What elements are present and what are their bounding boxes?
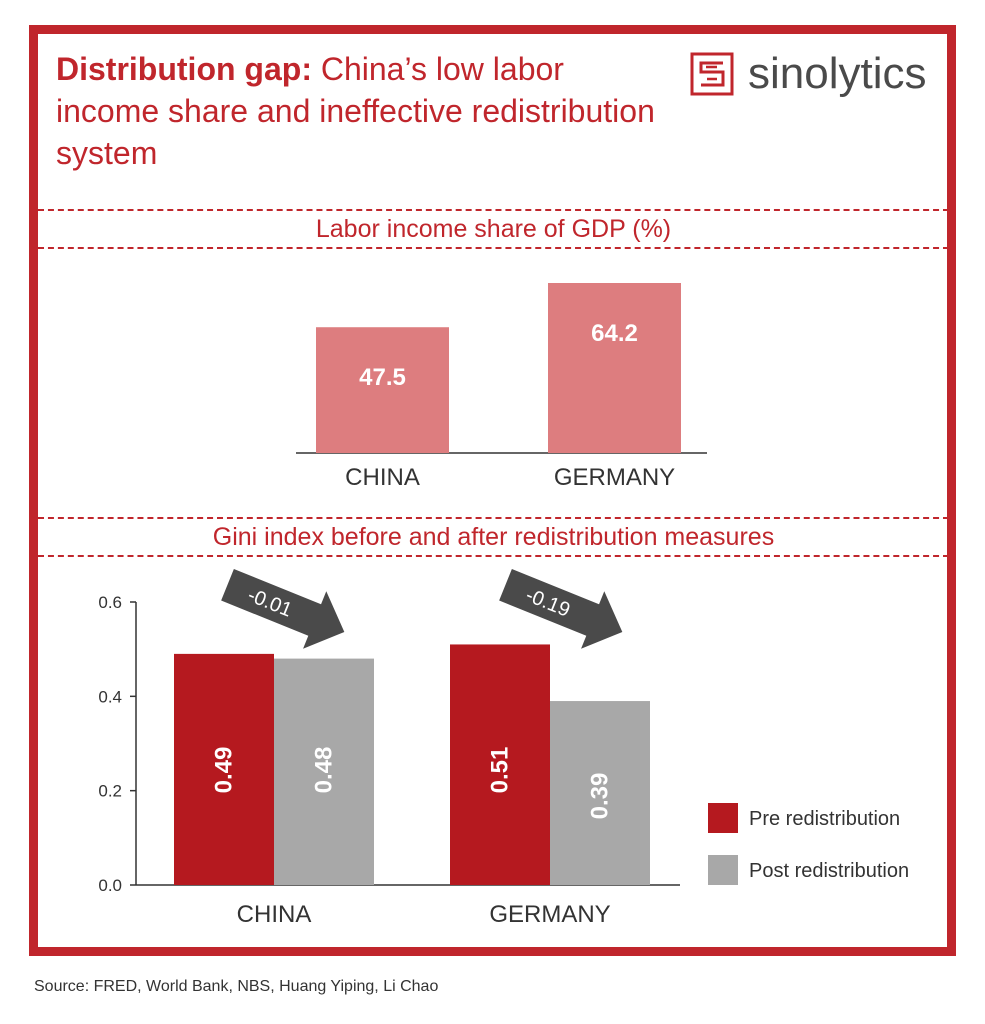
- category-label: CHINA: [345, 464, 420, 491]
- arrow-shape: [499, 569, 623, 649]
- bar: [316, 327, 449, 453]
- arrow-shape: [221, 569, 345, 649]
- data-label: 0.49: [211, 747, 238, 794]
- category-label: GERMANY: [489, 901, 610, 928]
- title-rest: China’s low labor income share and ineff…: [56, 51, 655, 171]
- bar-pre: [450, 644, 550, 885]
- data-label: 47.5: [359, 364, 406, 391]
- category-label: GERMANY: [554, 464, 675, 491]
- divider: [38, 247, 949, 249]
- divider: [38, 555, 949, 557]
- legend-label: Post redistribution: [749, 860, 909, 882]
- bar: [548, 283, 681, 453]
- chart2-title: Gini index before and after redistributi…: [212, 523, 775, 551]
- chart-frame: [29, 25, 956, 956]
- chart1-title: Labor income share of GDP (%): [315, 215, 672, 243]
- legend-label: Pre redistribution: [749, 808, 900, 830]
- data-label: 0.39: [587, 773, 614, 820]
- data-label: 0.51: [487, 747, 514, 794]
- gini-chart: 0.0 0.2 0.4 0.6 0.49 0.51 0.48 0.39 CHINA GERMANY…: [98, 569, 909, 928]
- data-label: 0.48: [311, 747, 338, 794]
- y-tick-label: 0.6: [98, 593, 122, 612]
- bar-post: [550, 701, 650, 885]
- legend-swatch: [708, 855, 738, 885]
- y-tick-label: 0.2: [98, 782, 122, 801]
- page-title: Distribution gap: China’s low labor inco…: [56, 48, 656, 174]
- divider: [38, 517, 949, 519]
- labor-share-chart: 47.5 CHINA 64.2 GERMANY: [296, 283, 707, 491]
- sinolytics-logo-icon: [690, 52, 734, 96]
- logo-text: sinolytics: [748, 49, 927, 98]
- divider: [38, 209, 949, 211]
- logo: sinolytics: [690, 50, 927, 98]
- source-note: Source: FRED, World Bank, NBS, Huang Yip…: [34, 978, 439, 995]
- data-label: 64.2: [591, 320, 638, 347]
- trend-arrow-icon: -0.19: [499, 569, 623, 649]
- y-tick-label: 0.0: [98, 876, 122, 895]
- y-tick-label: 0.4: [98, 687, 122, 706]
- category-label: CHINA: [237, 901, 312, 928]
- trend-arrow-icon: -0.01: [221, 569, 345, 649]
- bar-pre: [174, 653, 274, 885]
- title-bold: Distribution gap:: [56, 51, 312, 87]
- bar-post: [274, 658, 374, 885]
- legend-swatch: [708, 803, 738, 833]
